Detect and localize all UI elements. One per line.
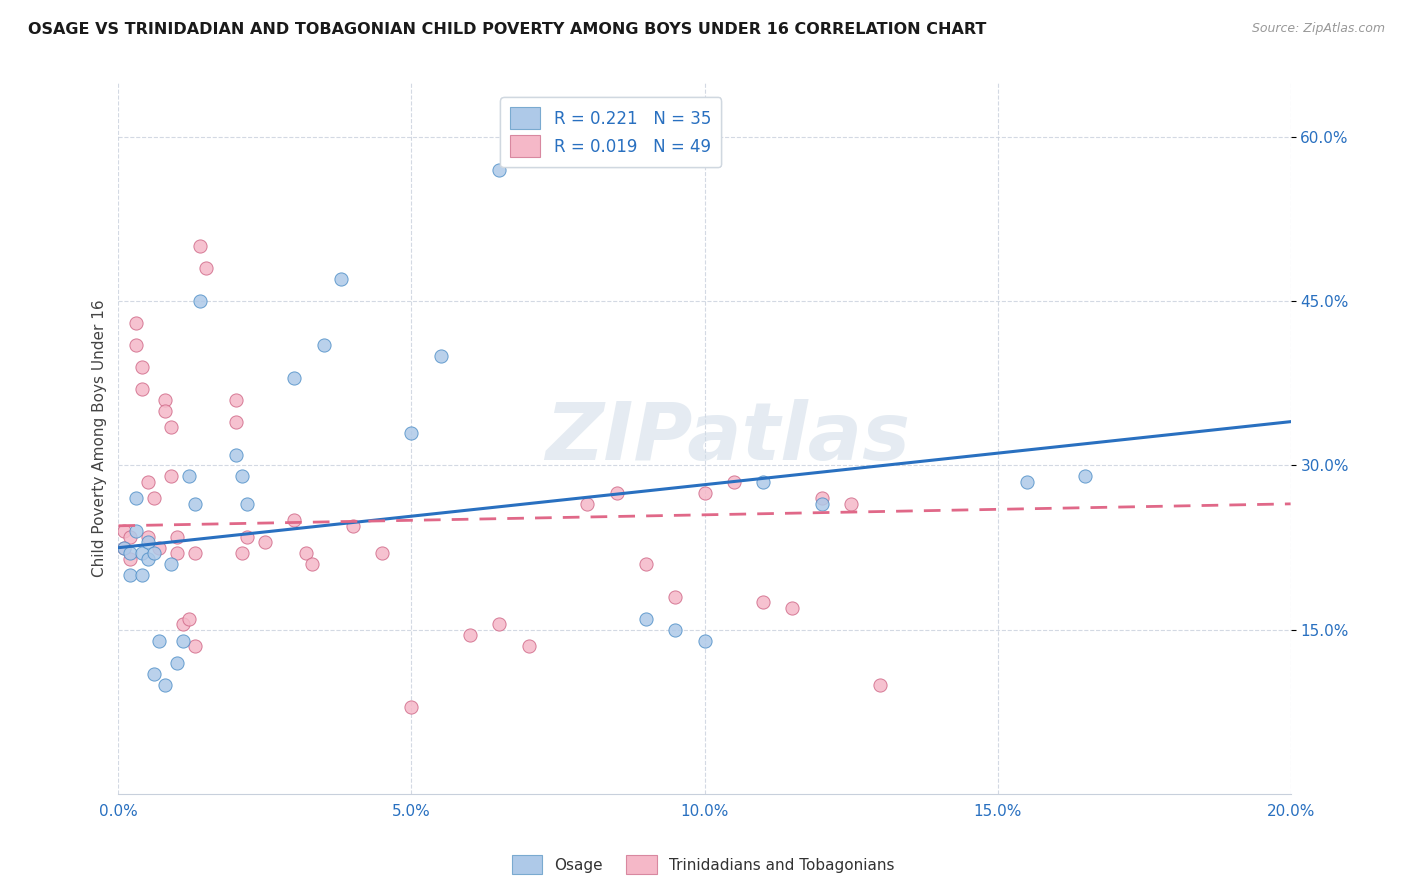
Point bbox=[190, 294, 212, 309]
Point bbox=[148, 633, 170, 648]
Point bbox=[231, 469, 253, 483]
Point bbox=[312, 338, 335, 352]
Point bbox=[295, 546, 318, 560]
Point bbox=[576, 497, 599, 511]
Point bbox=[131, 359, 153, 374]
Point bbox=[810, 497, 832, 511]
Point bbox=[225, 392, 247, 407]
Point bbox=[166, 656, 188, 670]
Point bbox=[183, 640, 205, 654]
Point bbox=[125, 338, 148, 352]
Point bbox=[177, 469, 200, 483]
Point bbox=[225, 448, 247, 462]
Point bbox=[195, 261, 218, 276]
Point bbox=[183, 497, 205, 511]
Point bbox=[136, 551, 159, 566]
Point bbox=[606, 486, 628, 500]
Text: ZIPatlas: ZIPatlas bbox=[546, 399, 911, 477]
Legend: Osage, Trinidadians and Tobagonians: Osage, Trinidadians and Tobagonians bbox=[506, 849, 900, 880]
Point bbox=[112, 541, 135, 555]
Point bbox=[166, 546, 188, 560]
Point bbox=[136, 535, 159, 549]
Point bbox=[166, 530, 188, 544]
Point bbox=[253, 535, 276, 549]
Point bbox=[723, 475, 745, 489]
Point bbox=[125, 491, 148, 506]
Point bbox=[120, 568, 142, 582]
Point bbox=[177, 612, 200, 626]
Point bbox=[458, 628, 481, 642]
Point bbox=[183, 546, 205, 560]
Text: Source: ZipAtlas.com: Source: ZipAtlas.com bbox=[1251, 22, 1385, 36]
Point bbox=[752, 595, 775, 609]
Point bbox=[155, 392, 177, 407]
Point bbox=[231, 546, 253, 560]
Point bbox=[136, 530, 159, 544]
Point bbox=[869, 678, 891, 692]
Point bbox=[488, 617, 510, 632]
Point bbox=[120, 551, 142, 566]
Point bbox=[752, 475, 775, 489]
Point bbox=[125, 524, 148, 539]
Point bbox=[131, 568, 153, 582]
Point bbox=[112, 541, 135, 555]
Point bbox=[112, 524, 135, 539]
Point bbox=[839, 497, 862, 511]
Y-axis label: Child Poverty Among Boys Under 16: Child Poverty Among Boys Under 16 bbox=[93, 300, 107, 577]
Text: OSAGE VS TRINIDADIAN AND TOBAGONIAN CHILD POVERTY AMONG BOYS UNDER 16 CORRELATIO: OSAGE VS TRINIDADIAN AND TOBAGONIAN CHIL… bbox=[28, 22, 987, 37]
Point bbox=[142, 666, 165, 681]
Point bbox=[155, 403, 177, 417]
Point bbox=[160, 557, 183, 571]
Point bbox=[693, 633, 716, 648]
Point bbox=[664, 590, 686, 604]
Point bbox=[430, 349, 453, 363]
Point bbox=[236, 530, 259, 544]
Point bbox=[401, 425, 423, 440]
Point bbox=[810, 491, 832, 506]
Point bbox=[148, 541, 170, 555]
Point bbox=[125, 316, 148, 330]
Point bbox=[136, 475, 159, 489]
Point bbox=[330, 272, 353, 286]
Point bbox=[342, 518, 364, 533]
Point bbox=[401, 699, 423, 714]
Point bbox=[301, 557, 323, 571]
Point bbox=[693, 486, 716, 500]
Point bbox=[1074, 469, 1097, 483]
Point bbox=[172, 617, 194, 632]
Point bbox=[190, 239, 212, 253]
Point bbox=[120, 530, 142, 544]
Point bbox=[142, 491, 165, 506]
Point bbox=[155, 678, 177, 692]
Point bbox=[664, 623, 686, 637]
Point bbox=[283, 513, 305, 527]
Point bbox=[517, 640, 540, 654]
Point bbox=[225, 415, 247, 429]
Point bbox=[371, 546, 394, 560]
Point bbox=[236, 497, 259, 511]
Point bbox=[160, 469, 183, 483]
Legend: R = 0.221   N = 35, R = 0.019   N = 49: R = 0.221 N = 35, R = 0.019 N = 49 bbox=[501, 97, 721, 167]
Point bbox=[782, 601, 804, 615]
Point bbox=[131, 546, 153, 560]
Point bbox=[172, 633, 194, 648]
Point bbox=[120, 546, 142, 560]
Point bbox=[283, 371, 305, 385]
Point bbox=[131, 382, 153, 396]
Point bbox=[634, 557, 657, 571]
Point bbox=[1015, 475, 1038, 489]
Point bbox=[160, 420, 183, 434]
Point bbox=[488, 162, 510, 177]
Point bbox=[634, 612, 657, 626]
Point bbox=[142, 546, 165, 560]
